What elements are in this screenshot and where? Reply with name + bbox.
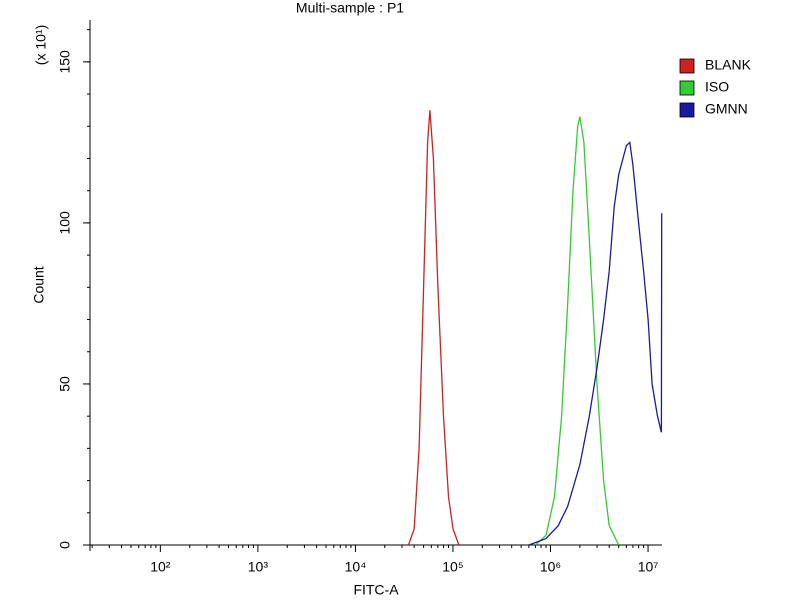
x-tick-label: 10⁷ bbox=[638, 559, 659, 575]
chart-title: Multi-sample : P1 bbox=[296, 0, 404, 16]
legend-label: GMNN bbox=[705, 101, 748, 117]
legend-swatch bbox=[679, 102, 695, 118]
x-tick-label: 10⁶ bbox=[540, 559, 561, 575]
y-multiplier: (x 10¹) bbox=[33, 25, 49, 65]
histogram-line bbox=[528, 141, 663, 546]
x-tick-label: 10⁴ bbox=[345, 559, 367, 575]
x-tick-label: 10⁵ bbox=[442, 559, 463, 575]
legend-swatch bbox=[679, 80, 695, 96]
histogram-line bbox=[534, 116, 620, 546]
histogram-line bbox=[407, 110, 460, 546]
y-tick-label: 50 bbox=[57, 376, 73, 392]
y-axis-title: Count bbox=[31, 266, 47, 303]
y-tick-label: 100 bbox=[57, 211, 73, 235]
legend-label: BLANK bbox=[705, 57, 752, 73]
y-tick-label: 0 bbox=[57, 541, 73, 549]
x-tick-label: 10² bbox=[150, 559, 171, 575]
x-axis-title: FITC-A bbox=[353, 582, 399, 598]
legend-swatch bbox=[679, 58, 695, 74]
x-tick-label: 10³ bbox=[248, 559, 269, 575]
y-tick-label: 150 bbox=[57, 50, 73, 74]
legend-label: ISO bbox=[705, 79, 729, 95]
